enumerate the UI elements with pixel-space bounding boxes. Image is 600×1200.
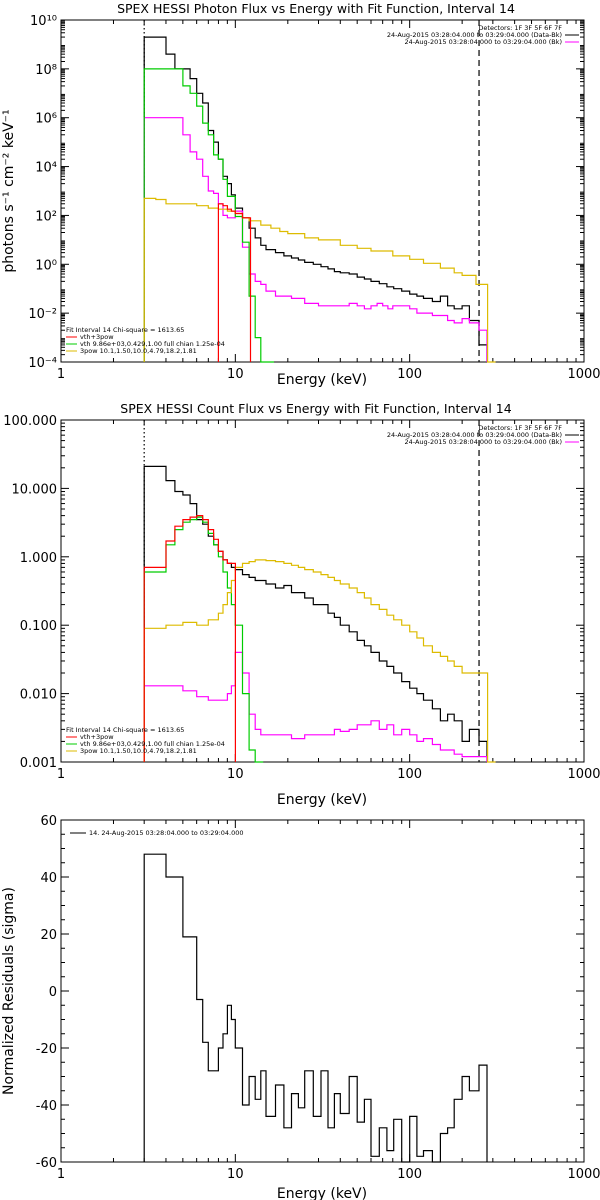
series-bk — [143, 651, 488, 762]
residuals-series — [143, 853, 488, 1163]
x-tick-label: 10 — [227, 1167, 244, 1182]
y-tick-label: 60 — [40, 814, 57, 829]
count-flux-plot-frame — [60, 419, 585, 763]
legend-left-entry: vth 9.86e+03,0.429,1.00 full chian 1.25e… — [80, 340, 225, 348]
photon-flux-x-label: Energy (keV) — [277, 372, 367, 388]
series-bk — [143, 117, 488, 362]
photon-flux-legend-left: Fit Interval 14 Chi-square = 1613.65vth+… — [66, 326, 225, 355]
photon-flux-panel: SPEX HESSI Photon Flux vs Energy with Fi… — [1, 1, 600, 388]
legend-right-entry: Detectors: 1F 3F 5F 6F 7F — [478, 24, 562, 32]
y-tick-label: 10.000 — [12, 482, 58, 497]
legend-right-entry: Detectors: 1F 3F 5F 6F 7F — [478, 424, 562, 432]
x-tick-label: 100 — [397, 1167, 422, 1182]
residuals-panel: 1 10 100 1000 -60 -40 -20 0 20 40 60 14. 24-Aug-20… — [1, 814, 600, 1200]
legend-left-entry: vth 9.86e+03,0.429,1.00 full chian 1.25e… — [80, 740, 225, 748]
legend-left-entry: vth+3pow — [80, 333, 114, 341]
x-tick-label: 100 — [397, 767, 422, 782]
x-tick-label: 1000 — [567, 767, 600, 782]
y-tick-label: 1.000 — [20, 551, 57, 566]
y-tick-label: 10⁴ — [35, 161, 57, 176]
y-tick-label: -40 — [36, 1099, 57, 1114]
x-tick-label: 1000 — [567, 1167, 600, 1182]
legend-left-entry: Fit Interval 14 Chi-square = 1613.65 — [66, 326, 184, 334]
y-tick-label: -20 — [36, 1042, 57, 1057]
series-vth — [143, 68, 274, 363]
series-series — [143, 853, 488, 1163]
legend-left-entry: vth+3pow — [80, 733, 114, 741]
series-vth-3pow — [143, 515, 236, 762]
count-flux-series — [143, 465, 496, 763]
legend-right-entry: 24-Aug-2015 03:28:04.000 to 03:29:04.000… — [405, 38, 562, 46]
legend-left-entry: 3pow 10.1,1.50,10.0,4.79,18.2,1.81 — [80, 347, 197, 355]
photon-flux-axis-ticks: 1 10 100 1000 10⁻⁴ 10⁻² 10⁰ 10² 10⁴ 10⁶ 10⁸ 10¹⁰ — [28, 14, 600, 382]
residuals-legend: 14. 24-Aug-2015 03:28:04.000 to 03:29:04… — [70, 829, 244, 837]
legend-left-entry: Fit Interval 14 Chi-square = 1613.65 — [66, 726, 184, 734]
series-3pow — [143, 559, 496, 763]
photon-flux-title: SPEX HESSI Photon Flux vs Energy with Fi… — [117, 1, 515, 16]
y-tick-label: 10² — [35, 209, 57, 224]
count-flux-x-label: Energy (keV) — [277, 792, 367, 808]
y-tick-label: 100.000 — [3, 414, 57, 429]
x-tick-label: 1 — [57, 367, 65, 382]
y-tick-label: -60 — [36, 1156, 57, 1171]
legend-right-entry: 24-Aug-2015 03:28:04.000 to 03:29:04.000… — [387, 31, 562, 39]
legend-right-entry: 24-Aug-2015 03:28:04.000 to 03:29:04.000… — [387, 431, 562, 439]
photon-flux-plot-frame — [60, 19, 585, 363]
residuals-axis-ticks: 1 10 100 1000 -60 -40 -20 0 20 40 60 — [36, 814, 600, 1182]
y-tick-label: 10¹⁰ — [30, 14, 57, 29]
residuals-y-label: Normalized Residuals (sigma) — [1, 887, 17, 1095]
x-tick-label: 1000 — [567, 367, 600, 382]
legend-left-entry: 3pow 10.1,1.50,10.0,4.79,18.2,1.81 — [80, 747, 197, 755]
count-flux-panel: SPEX HESSI Count Flux vs Energy with Fit… — [3, 401, 600, 808]
photon-flux-series — [143, 36, 496, 363]
count-flux-title: SPEX HESSI Count Flux vs Energy with Fit… — [120, 401, 511, 416]
legend-right-entry: 24-Aug-2015 03:28:04.000 to 03:29:04.000… — [405, 438, 562, 446]
series-3pow — [143, 197, 496, 363]
y-tick-label: 10⁻² — [28, 307, 57, 322]
y-tick-label: 0 — [49, 985, 57, 1000]
x-tick-label: 100 — [397, 367, 422, 382]
y-tick-label: 10⁰ — [35, 258, 57, 273]
y-tick-label: 0.001 — [20, 756, 57, 771]
residuals-x-label: Energy (keV) — [277, 1186, 367, 1200]
y-tick-label: 40 — [40, 871, 57, 886]
photon-flux-y-label: photons s⁻¹ cm⁻² keV⁻¹ — [1, 109, 17, 272]
x-tick-label: 1 — [57, 767, 65, 782]
y-tick-label: 10⁻⁴ — [28, 356, 57, 371]
y-tick-label: 0.100 — [20, 619, 57, 634]
x-tick-label: 10 — [227, 767, 244, 782]
y-tick-label: 10⁶ — [35, 112, 57, 127]
legend-left-entry: 14. 24-Aug-2015 03:28:04.000 to 03:29:04… — [89, 829, 244, 837]
y-tick-label: 10⁸ — [35, 63, 57, 78]
count-flux-axis-ticks: 1 10 100 1000 0.001 0.010 0.100 1.000 10.000 100.… — [3, 414, 600, 782]
count-flux-legend-left: Fit Interval 14 Chi-square = 1613.65vth+… — [66, 726, 225, 755]
y-tick-label: 0.010 — [20, 688, 57, 703]
x-tick-label: 1 — [57, 1167, 65, 1182]
x-tick-label: 10 — [227, 367, 244, 382]
series-data-bk — [143, 36, 488, 362]
y-tick-label: 20 — [40, 928, 57, 943]
series-vth-3pow — [217, 203, 252, 362]
